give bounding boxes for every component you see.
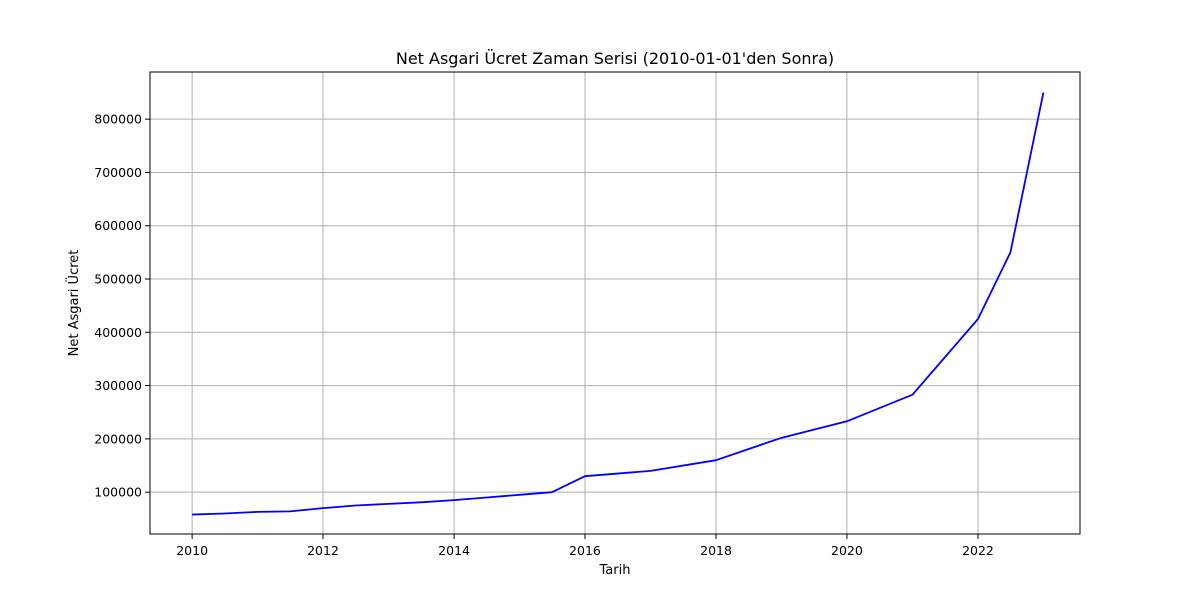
x-axis: 2010 2012 2014 2016 2018 2020 2022 xyxy=(176,534,994,558)
y-tick-label: 600000 xyxy=(94,218,142,233)
y-tick-label: 200000 xyxy=(94,431,142,446)
series-line xyxy=(192,92,1045,516)
plot-frame xyxy=(149,71,1081,535)
y-axis: 100000 200000 300000 400000 500000 600000 7000… xyxy=(94,112,150,500)
y-tick-label: 100000 xyxy=(94,485,142,500)
x-tick-label: 2018 xyxy=(700,543,732,558)
chart-title: Net Asgari Ücret Zaman Serisi (2010-01-0… xyxy=(396,49,834,68)
x-tick-label: 2020 xyxy=(831,543,863,558)
x-tick-label: 2022 xyxy=(962,543,994,558)
grid-layer xyxy=(150,72,1080,534)
x-tick-label: 2016 xyxy=(569,543,601,558)
x-tick-label: 2014 xyxy=(438,543,470,558)
x-tick-label: 2010 xyxy=(176,543,208,558)
y-tick-label: 300000 xyxy=(94,378,142,393)
x-tick-label: 2012 xyxy=(307,543,339,558)
y-tick-label: 700000 xyxy=(94,165,142,180)
x-axis-label: Tarih xyxy=(599,563,631,578)
y-tick-label: 500000 xyxy=(94,272,142,287)
series-layer xyxy=(192,92,1045,516)
y-axis-label: Net Asgari Ücret xyxy=(65,250,82,357)
y-tick-label: 400000 xyxy=(94,325,142,340)
y-tick-label: 800000 xyxy=(94,112,142,127)
